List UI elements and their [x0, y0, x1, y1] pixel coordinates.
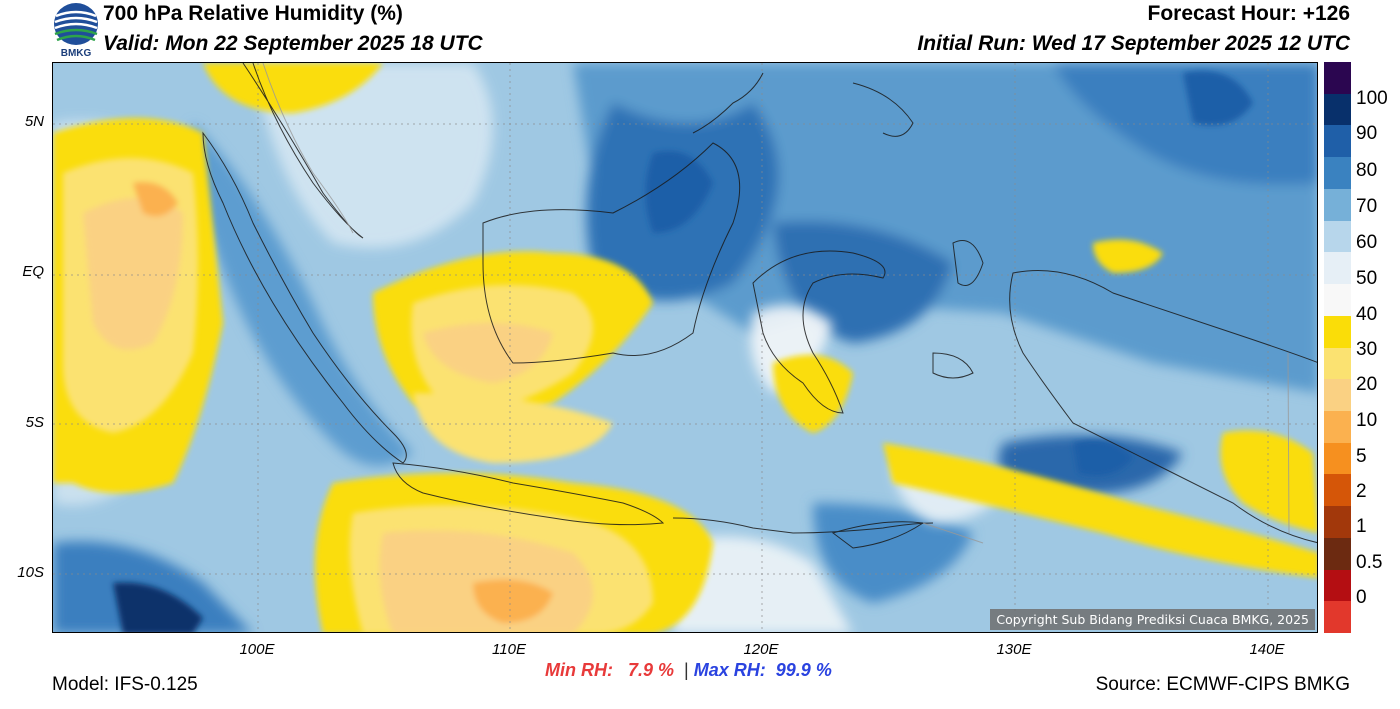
colorbar-segment	[1324, 93, 1351, 126]
colorbar-label: 5	[1356, 446, 1367, 467]
colorbar-segment	[1324, 506, 1351, 539]
colorbar-label: 30	[1356, 339, 1378, 360]
lon-label-110e: 110E	[492, 641, 526, 658]
lon-label-140e: 140E	[1249, 641, 1285, 658]
colorbar-label: 1	[1356, 516, 1367, 537]
lon-label-130e: 130E	[996, 641, 1032, 658]
source-label: Source: ECMWF-CIPS BMKG	[1095, 674, 1350, 695]
valid-time: Valid: Mon 22 September 2025 18 UTC	[103, 32, 483, 55]
colorbar-label: 0	[1356, 587, 1367, 608]
lat-label-5s: 5S	[25, 414, 44, 431]
colorbar-segment	[1324, 284, 1351, 317]
max-rh-value: 99.9 %	[775, 660, 832, 680]
colorbar-segment	[1324, 315, 1351, 348]
colorbar-label: 70	[1356, 196, 1378, 217]
colorbar-segment	[1324, 601, 1351, 634]
max-rh-label: Max RH:	[693, 660, 766, 680]
colorbar-segment	[1324, 125, 1351, 158]
colorbar-label: 40	[1356, 304, 1378, 325]
min-rh-label: Min RH:	[545, 660, 613, 680]
stats-separator: |	[684, 660, 689, 680]
copyright-notice: Copyright Sub Bidang Prediksi Cuaca BMKG…	[990, 609, 1315, 630]
colorbar-segment	[1324, 569, 1351, 602]
lat-label-eq: EQ	[22, 263, 44, 280]
colorbar-segment	[1324, 188, 1351, 222]
colorbar-segment	[1324, 474, 1351, 507]
lat-label-5n: 5N	[24, 113, 44, 130]
colorbar-label: 60	[1356, 232, 1378, 253]
forecast-hour: Forecast Hour: +126	[1147, 2, 1351, 25]
colorbar-segment	[1324, 252, 1351, 285]
chart-title: 700 hPa Relative Humidity (%)	[103, 2, 403, 25]
lat-label-10s: 10S	[17, 564, 44, 581]
lon-label-120e: 120E	[743, 641, 779, 658]
colorbar-segment	[1324, 379, 1351, 412]
colorbar-segment	[1324, 220, 1351, 253]
colorbar-label: 100	[1356, 88, 1388, 109]
colorbar-label: 0.5	[1356, 552, 1383, 573]
colorbar-label: 80	[1356, 160, 1378, 181]
colorbar-label: 50	[1356, 268, 1378, 289]
colorbar-segment	[1324, 410, 1351, 444]
colorbar-segment	[1324, 347, 1351, 380]
colorbar	[1324, 62, 1351, 634]
lon-label-100e: 100E	[239, 641, 275, 658]
colorbar-label: 10	[1356, 410, 1378, 431]
initial-run: Initial Run: Wed 17 September 2025 12 UT…	[917, 32, 1350, 55]
colorbar-label: 20	[1356, 374, 1378, 395]
min-rh-value: 7.9 %	[628, 660, 675, 680]
colorbar-label: 2	[1356, 481, 1367, 502]
colorbar-segment	[1324, 442, 1351, 475]
bmkg-logo	[52, 2, 100, 60]
humidity-field	[53, 63, 1317, 632]
colorbar-label: 90	[1356, 123, 1378, 144]
colorbar-segment	[1324, 62, 1351, 95]
colorbar-segment	[1324, 157, 1351, 190]
humidity-map: Copyright Sub Bidang Prediksi Cuaca BMKG…	[52, 62, 1318, 633]
model-label: Model: IFS-0.125	[52, 674, 198, 695]
colorbar-segment	[1324, 537, 1351, 571]
logo-text: BMKG	[60, 48, 92, 59]
rh-stats: Min RH: 7.9 % | Max RH: 99.9 %	[545, 660, 832, 681]
